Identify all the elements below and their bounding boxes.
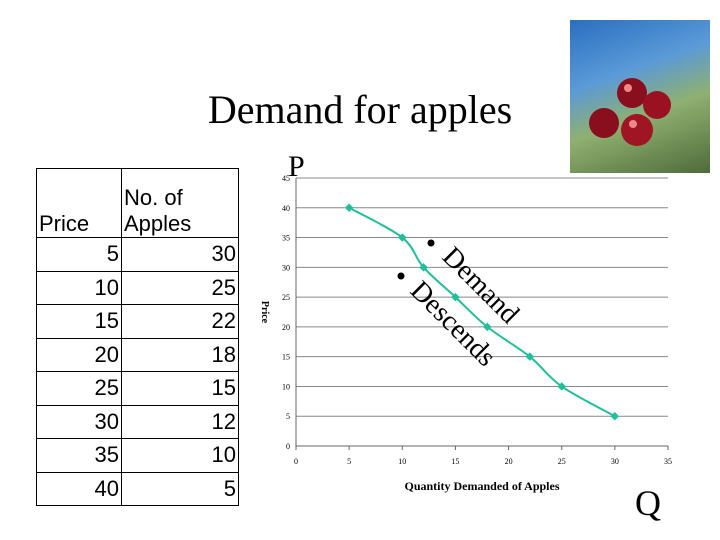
- x-tick-label: 15: [451, 457, 459, 466]
- apple-photo: [570, 20, 710, 173]
- data-point: [398, 233, 407, 242]
- y-tick-label: 0: [286, 442, 290, 451]
- price-cell: 30: [36, 404, 122, 439]
- price-cell: 10: [36, 270, 122, 305]
- apples-cell: 5: [121, 471, 239, 506]
- bullet-icon: [427, 239, 435, 247]
- p-label: P: [288, 150, 305, 183]
- price-cell: 5: [36, 237, 122, 272]
- data-point: [525, 352, 535, 361]
- y-tick-label: 45: [282, 174, 290, 183]
- table-row: 15 22: [36, 304, 239, 339]
- x-axis-label: Quantity Demanded of Apples: [404, 479, 559, 493]
- y-tick-label: 15: [282, 353, 290, 362]
- y-tick-label: 35: [282, 234, 290, 243]
- data-point: [610, 411, 620, 421]
- bullet-icon: [397, 272, 405, 280]
- y-tick-label: 20: [282, 323, 290, 332]
- price-quantity-table: Price No. of Apples 5 30 10 25 15 22 20 18 25 15 3…: [36, 168, 239, 506]
- q-label: Q: [635, 483, 661, 523]
- header-apples: No. of Apples: [121, 168, 239, 238]
- table-row: 25 15: [36, 371, 239, 406]
- apples-cell: 18: [121, 337, 239, 372]
- apples-cell: 10: [121, 438, 239, 473]
- data-point: [419, 263, 428, 272]
- x-tick-label: 25: [558, 457, 566, 466]
- x-tick-label: 0: [294, 457, 298, 466]
- apples-cell: 30: [121, 237, 239, 272]
- table-row: 35 10: [36, 438, 239, 473]
- apples-cell: 12: [121, 404, 239, 439]
- demand-line: [348, 206, 616, 418]
- table-row: 20 18: [36, 337, 239, 372]
- slide-title: Demand for apples: [207, 87, 513, 132]
- price-cell: 40: [36, 471, 122, 506]
- y-tick-label: 10: [282, 382, 290, 391]
- x-tick-label: 35: [664, 457, 672, 466]
- y-axis-label: Price: [259, 301, 270, 324]
- x-tick-label: 20: [505, 457, 513, 466]
- table-header-row: Price No. of Apples: [36, 168, 239, 238]
- data-point: [483, 322, 492, 332]
- x-tick-label: 10: [398, 457, 406, 466]
- table-row: 30 12: [36, 404, 239, 439]
- y-tick-label: 5: [286, 412, 290, 421]
- y-tick-label: 25: [282, 293, 290, 302]
- x-tick-label: 5: [347, 457, 351, 466]
- apples-cell: 22: [121, 304, 239, 339]
- table-row: 40 5: [36, 471, 239, 506]
- apples-cell: 25: [121, 270, 239, 305]
- data-point: [451, 292, 460, 302]
- apples-image-icon: [589, 78, 671, 146]
- y-tick-label: 40: [282, 204, 290, 213]
- data-point: [344, 203, 354, 213]
- table-row: 10 25: [36, 270, 239, 305]
- data-point: [557, 382, 566, 391]
- table-row: 5 30: [36, 237, 239, 272]
- header-price: Price: [36, 168, 122, 238]
- y-tick-label: 30: [282, 263, 290, 272]
- x-tick-label: 30: [611, 457, 619, 466]
- price-cell: 15: [36, 304, 122, 339]
